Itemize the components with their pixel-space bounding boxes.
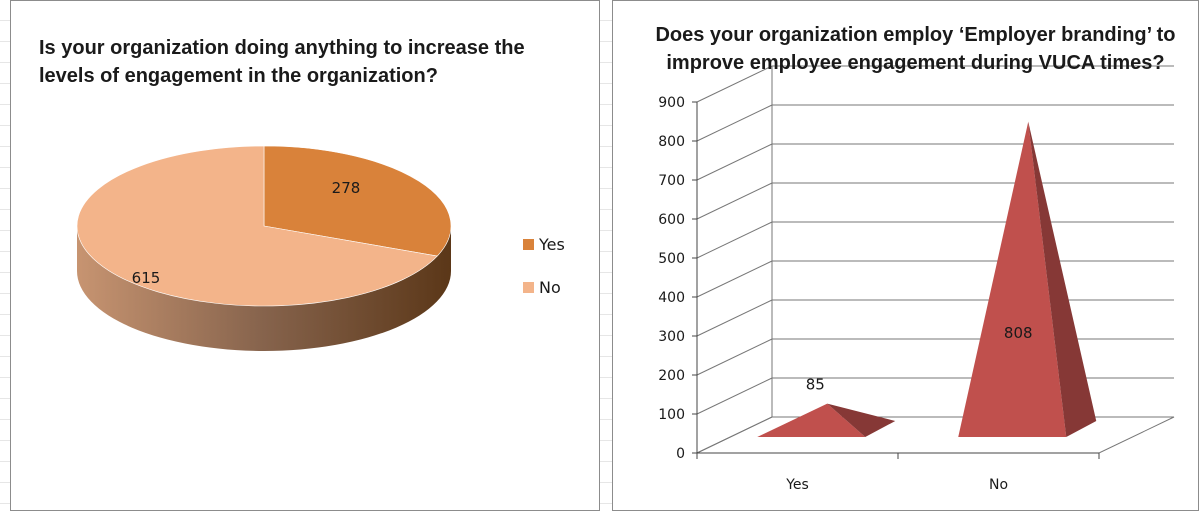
gridline-side-400 bbox=[696, 260, 773, 298]
pyramid-front-face-no bbox=[958, 121, 1067, 438]
y-tick-label-900: 900 bbox=[658, 95, 685, 111]
pie-slice-yes bbox=[263, 145, 452, 257]
y-tick-label-500: 500 bbox=[658, 251, 685, 267]
gridline-side-800 bbox=[696, 104, 773, 142]
legend-item-no: No bbox=[523, 276, 565, 298]
x-tick-label-no: No bbox=[989, 477, 1008, 493]
legend-swatch-no bbox=[523, 281, 534, 293]
bar-no bbox=[958, 121, 1097, 438]
gridline-side-700 bbox=[696, 143, 773, 181]
gridline-side-200 bbox=[696, 338, 773, 376]
y-tick-label-200: 200 bbox=[658, 368, 685, 384]
pyramid-front-face-yes bbox=[757, 403, 866, 437]
bar-data-label-yes: 85 bbox=[806, 376, 825, 394]
bar-chart-panel[interactable]: 0 100 200 300 400 500 600 700 800 900 Yes No 85 808 D… bbox=[612, 0, 1199, 511]
y-tick-label-0: 0 bbox=[676, 446, 685, 462]
legend-swatch-yes bbox=[523, 238, 534, 250]
y-tick-label-700: 700 bbox=[658, 173, 685, 189]
legend-label-no: No bbox=[539, 277, 561, 297]
pyramid-side-face-no bbox=[1028, 121, 1097, 438]
pyramid-side-face-yes bbox=[827, 403, 896, 437]
y-tick-label-600: 600 bbox=[658, 212, 685, 228]
pie-data-label-yes: 278 bbox=[332, 179, 361, 197]
bar-chart-plot: 0 100 200 300 400 500 600 700 800 900 Yes No 85 808 bbox=[658, 65, 1175, 493]
gridline-side-500 bbox=[696, 221, 773, 259]
gridline-side-300 bbox=[696, 299, 773, 337]
x-tick-label-yes: Yes bbox=[785, 477, 809, 493]
pie-chart-title: Is your organization doing anything to i… bbox=[39, 37, 525, 87]
pie-legend: Yes No bbox=[523, 233, 565, 319]
bar-yes bbox=[757, 403, 896, 437]
bar-data-label-no: 808 bbox=[1004, 324, 1033, 342]
pie-chart-panel[interactable]: Is your organization doing anything to i… bbox=[10, 0, 600, 511]
gridline-side-600 bbox=[696, 182, 773, 220]
legend-label-yes: Yes bbox=[539, 234, 565, 254]
gridline-side-100 bbox=[696, 377, 773, 415]
legend-item-yes: Yes bbox=[523, 233, 565, 255]
pie-side-wall bbox=[77, 226, 451, 351]
gridline-side-900 bbox=[696, 65, 773, 103]
pie-chart-plot: 278 615 bbox=[76, 145, 452, 351]
y-tick-label-800: 800 bbox=[658, 134, 685, 150]
pie-slice-no bbox=[76, 145, 438, 307]
y-tick-label-400: 400 bbox=[658, 290, 685, 306]
bar-chart-title: Does your organization employ ‘Employer … bbox=[655, 24, 1176, 74]
y-tick-label-300: 300 bbox=[658, 329, 685, 345]
pie-data-label-no: 615 bbox=[132, 269, 161, 287]
y-tick-label-100: 100 bbox=[658, 407, 685, 423]
